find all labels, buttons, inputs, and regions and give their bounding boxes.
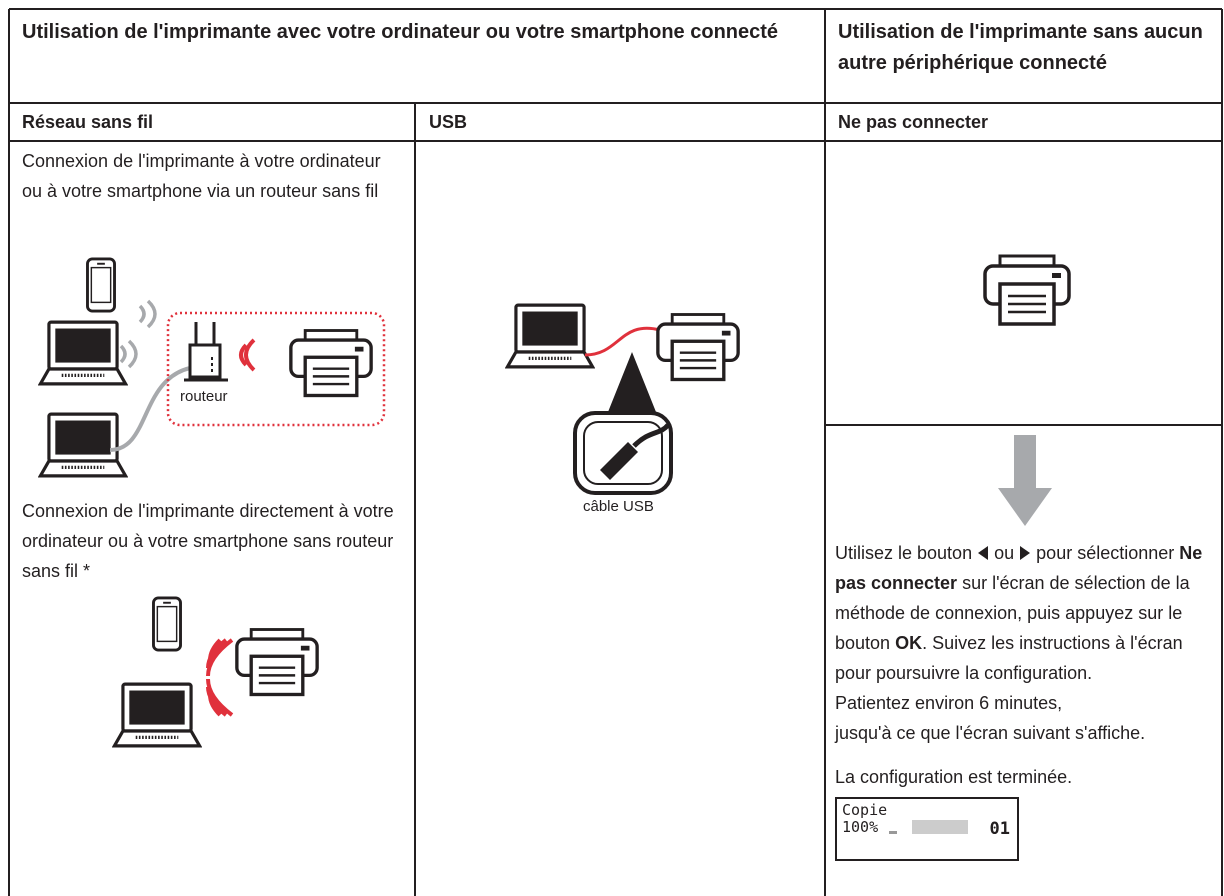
text: Utilisez le bouton — [835, 543, 973, 563]
cable-label: câble USB — [583, 498, 654, 515]
lcd-screen: Copie 100% 01 — [835, 797, 1019, 861]
text: pour sélectionner — [1036, 543, 1175, 563]
header-right: Utilisation de l'imprimante sans aucun a… — [838, 21, 1203, 74]
column-title: Ne pas connecter — [838, 112, 989, 132]
text: sur l'écran de sélection de la méthode d… — [835, 573, 1190, 653]
header-left: Utilisation de l'imprimante avec votre o… — [22, 21, 779, 43]
lcd-cursor — [889, 831, 898, 834]
text: Patientez environ 6 minutes, — [835, 693, 1063, 713]
lcd-zoom: 100% — [842, 818, 879, 836]
router-label: routeur — [180, 388, 228, 405]
direct-text: Connexion de l'imprimante directement à … — [22, 501, 394, 581]
column-title: Réseau sans fil — [22, 112, 154, 132]
text: ou — [994, 543, 1015, 563]
lcd-copies: 01 — [989, 819, 1010, 839]
bold-text: OK — [895, 633, 923, 653]
router-text: Connexion de l'imprimante à votre ordina… — [22, 151, 381, 201]
done-text: La configuration est terminée. — [835, 767, 1073, 787]
lcd-mode: Copie — [842, 801, 888, 819]
lcd-field — [912, 820, 969, 834]
lcd-row: 100% 01 — [842, 818, 1012, 839]
text: . Suivez les instructions à l'écran pour… — [835, 633, 1183, 683]
left-arrow-icon — [978, 546, 989, 560]
text: jusqu'à ce que l'écran suivant s'affiche… — [835, 723, 1146, 743]
right-arrow-icon — [1020, 546, 1031, 560]
instructions: Utilisez le bouton ou pour sélectionner … — [835, 538, 1220, 748]
column-title: USB — [429, 112, 468, 132]
bold-text: Ne pas connecter — [835, 543, 1203, 593]
